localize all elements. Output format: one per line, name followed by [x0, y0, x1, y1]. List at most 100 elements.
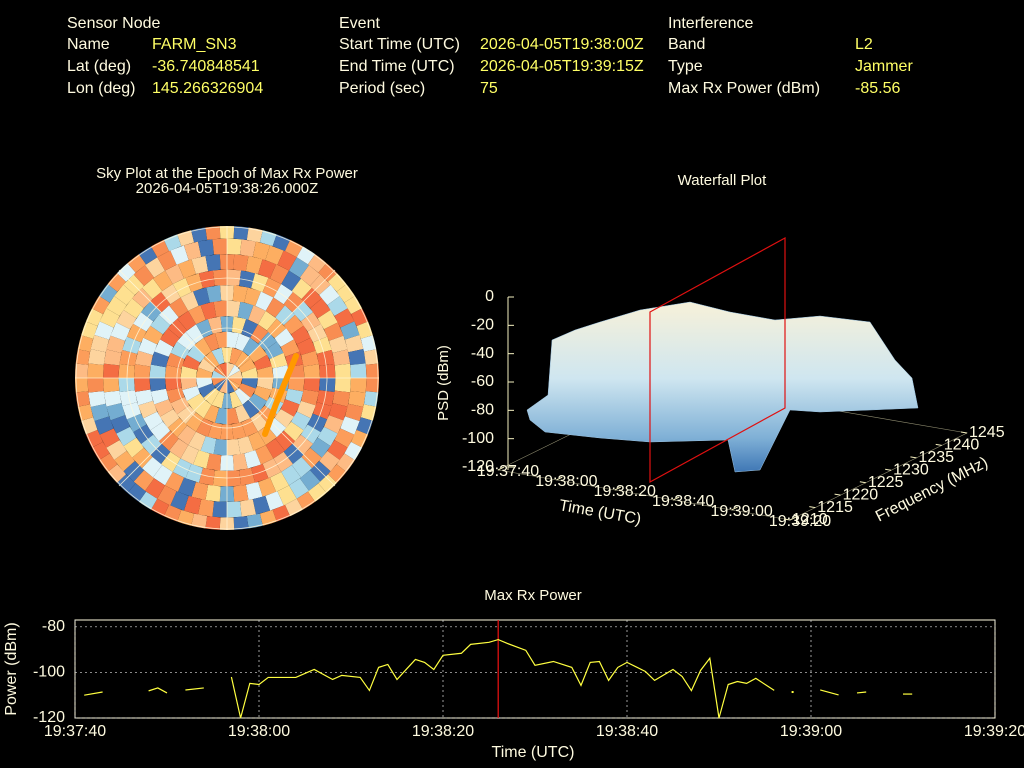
sky-cell [227, 470, 242, 487]
sky-cell [103, 378, 120, 393]
time-axis-label: Time (UTC) [558, 497, 643, 528]
sky-cell [110, 415, 131, 434]
sky-cell [269, 264, 289, 285]
sky-cell [250, 324, 269, 344]
freq-tick [885, 468, 892, 471]
time-tick [789, 516, 797, 521]
sky-cell [194, 337, 212, 357]
sky-cell [150, 291, 171, 313]
sky-cell [203, 387, 220, 405]
sky-cell [256, 365, 274, 378]
sky-cell [180, 445, 199, 465]
sky-cell [291, 411, 311, 431]
epoch-plane [649, 236, 786, 484]
sky-cell [182, 386, 201, 402]
sky-cell [193, 450, 210, 469]
sky-cell [300, 311, 321, 332]
sky-cell [273, 451, 294, 472]
sky-cell [203, 404, 219, 423]
sky-cell [234, 387, 251, 405]
sky-cell [205, 484, 221, 502]
field-value: -85.56 [855, 80, 900, 97]
freq-tick [910, 456, 917, 459]
sky-cell [198, 467, 215, 486]
sky-cell [204, 226, 221, 240]
sky-cell [291, 325, 311, 345]
sky-cell [106, 335, 126, 353]
sky-cell [231, 316, 247, 334]
sky-cell [299, 470, 321, 491]
field-label: Start Time (UTC) [339, 36, 460, 53]
sky-cell [245, 255, 263, 275]
sky-cell [165, 471, 185, 492]
sky-cell [143, 325, 163, 345]
sky-cell [301, 447, 322, 469]
sky-cell [118, 378, 135, 393]
sky-cell [234, 351, 251, 369]
sky-cell [262, 458, 282, 479]
sky-cell [258, 259, 277, 279]
field-value: L2 [855, 36, 873, 53]
sky-cell [160, 284, 181, 305]
sky-cell [227, 407, 240, 425]
field-label: End Time (UTC) [339, 58, 455, 75]
sky-cell [154, 399, 174, 417]
sky-cell [312, 336, 332, 354]
freq-tick-label: 1240 [944, 437, 980, 454]
sky-cell [258, 310, 277, 331]
psd-surface [526, 301, 919, 473]
sky-cell [316, 390, 335, 407]
section-title: Sensor Node [67, 15, 160, 32]
field-label: Lat (deg) [67, 58, 131, 75]
sky-cell [334, 428, 355, 448]
sky-cell [275, 430, 296, 451]
z-tick-label: -80 [471, 402, 494, 419]
line-series [856, 691, 867, 694]
sky-cell [227, 370, 243, 378]
sky-cell [180, 378, 198, 391]
sky-cell [206, 285, 222, 303]
sky-cell [204, 516, 221, 530]
sky-cell [241, 378, 258, 389]
sky-cell [185, 273, 203, 293]
sky-cell [87, 363, 104, 378]
sky-cell [227, 362, 235, 378]
sky-cell [319, 363, 336, 378]
time-tick-label: 19:39:20 [769, 513, 831, 530]
sky-cell [241, 367, 258, 378]
sky-cell [252, 241, 271, 261]
sky-cell [172, 277, 192, 298]
line-series [230, 638, 775, 719]
field-value: Jammer [855, 58, 913, 75]
sky-cell [301, 350, 319, 367]
sky-cell [180, 365, 198, 378]
sky-cell [203, 351, 220, 369]
sky-cell [188, 431, 206, 451]
sky-cell [119, 349, 138, 366]
freq-tick [834, 493, 841, 496]
sky-cell [213, 439, 227, 456]
sky-cell [154, 339, 174, 357]
sky-cell [196, 367, 213, 378]
sky-cell [252, 495, 271, 515]
sky-cell [303, 378, 320, 392]
sky-cell [170, 396, 190, 415]
field-value: 145.266326904 [152, 80, 263, 97]
z-tick-label: -60 [471, 373, 494, 390]
sky-cell [188, 305, 206, 325]
sky-cell [289, 478, 309, 499]
sky-cell [185, 463, 203, 483]
sky-cell [213, 300, 227, 317]
freq-tick-label: 1245 [969, 424, 1005, 441]
sky-cell [277, 485, 297, 506]
z-axis-label: PSD (dBm) [435, 345, 452, 421]
freq-tick-label: 1235 [918, 449, 954, 466]
sky-cell [94, 321, 114, 340]
sky-cell [245, 481, 263, 501]
time-tick-label: 19:37:40 [477, 463, 539, 480]
sky-cell [196, 319, 213, 338]
sky-cell [327, 296, 348, 316]
sky-cell [227, 331, 240, 349]
sky-cell [227, 269, 242, 286]
